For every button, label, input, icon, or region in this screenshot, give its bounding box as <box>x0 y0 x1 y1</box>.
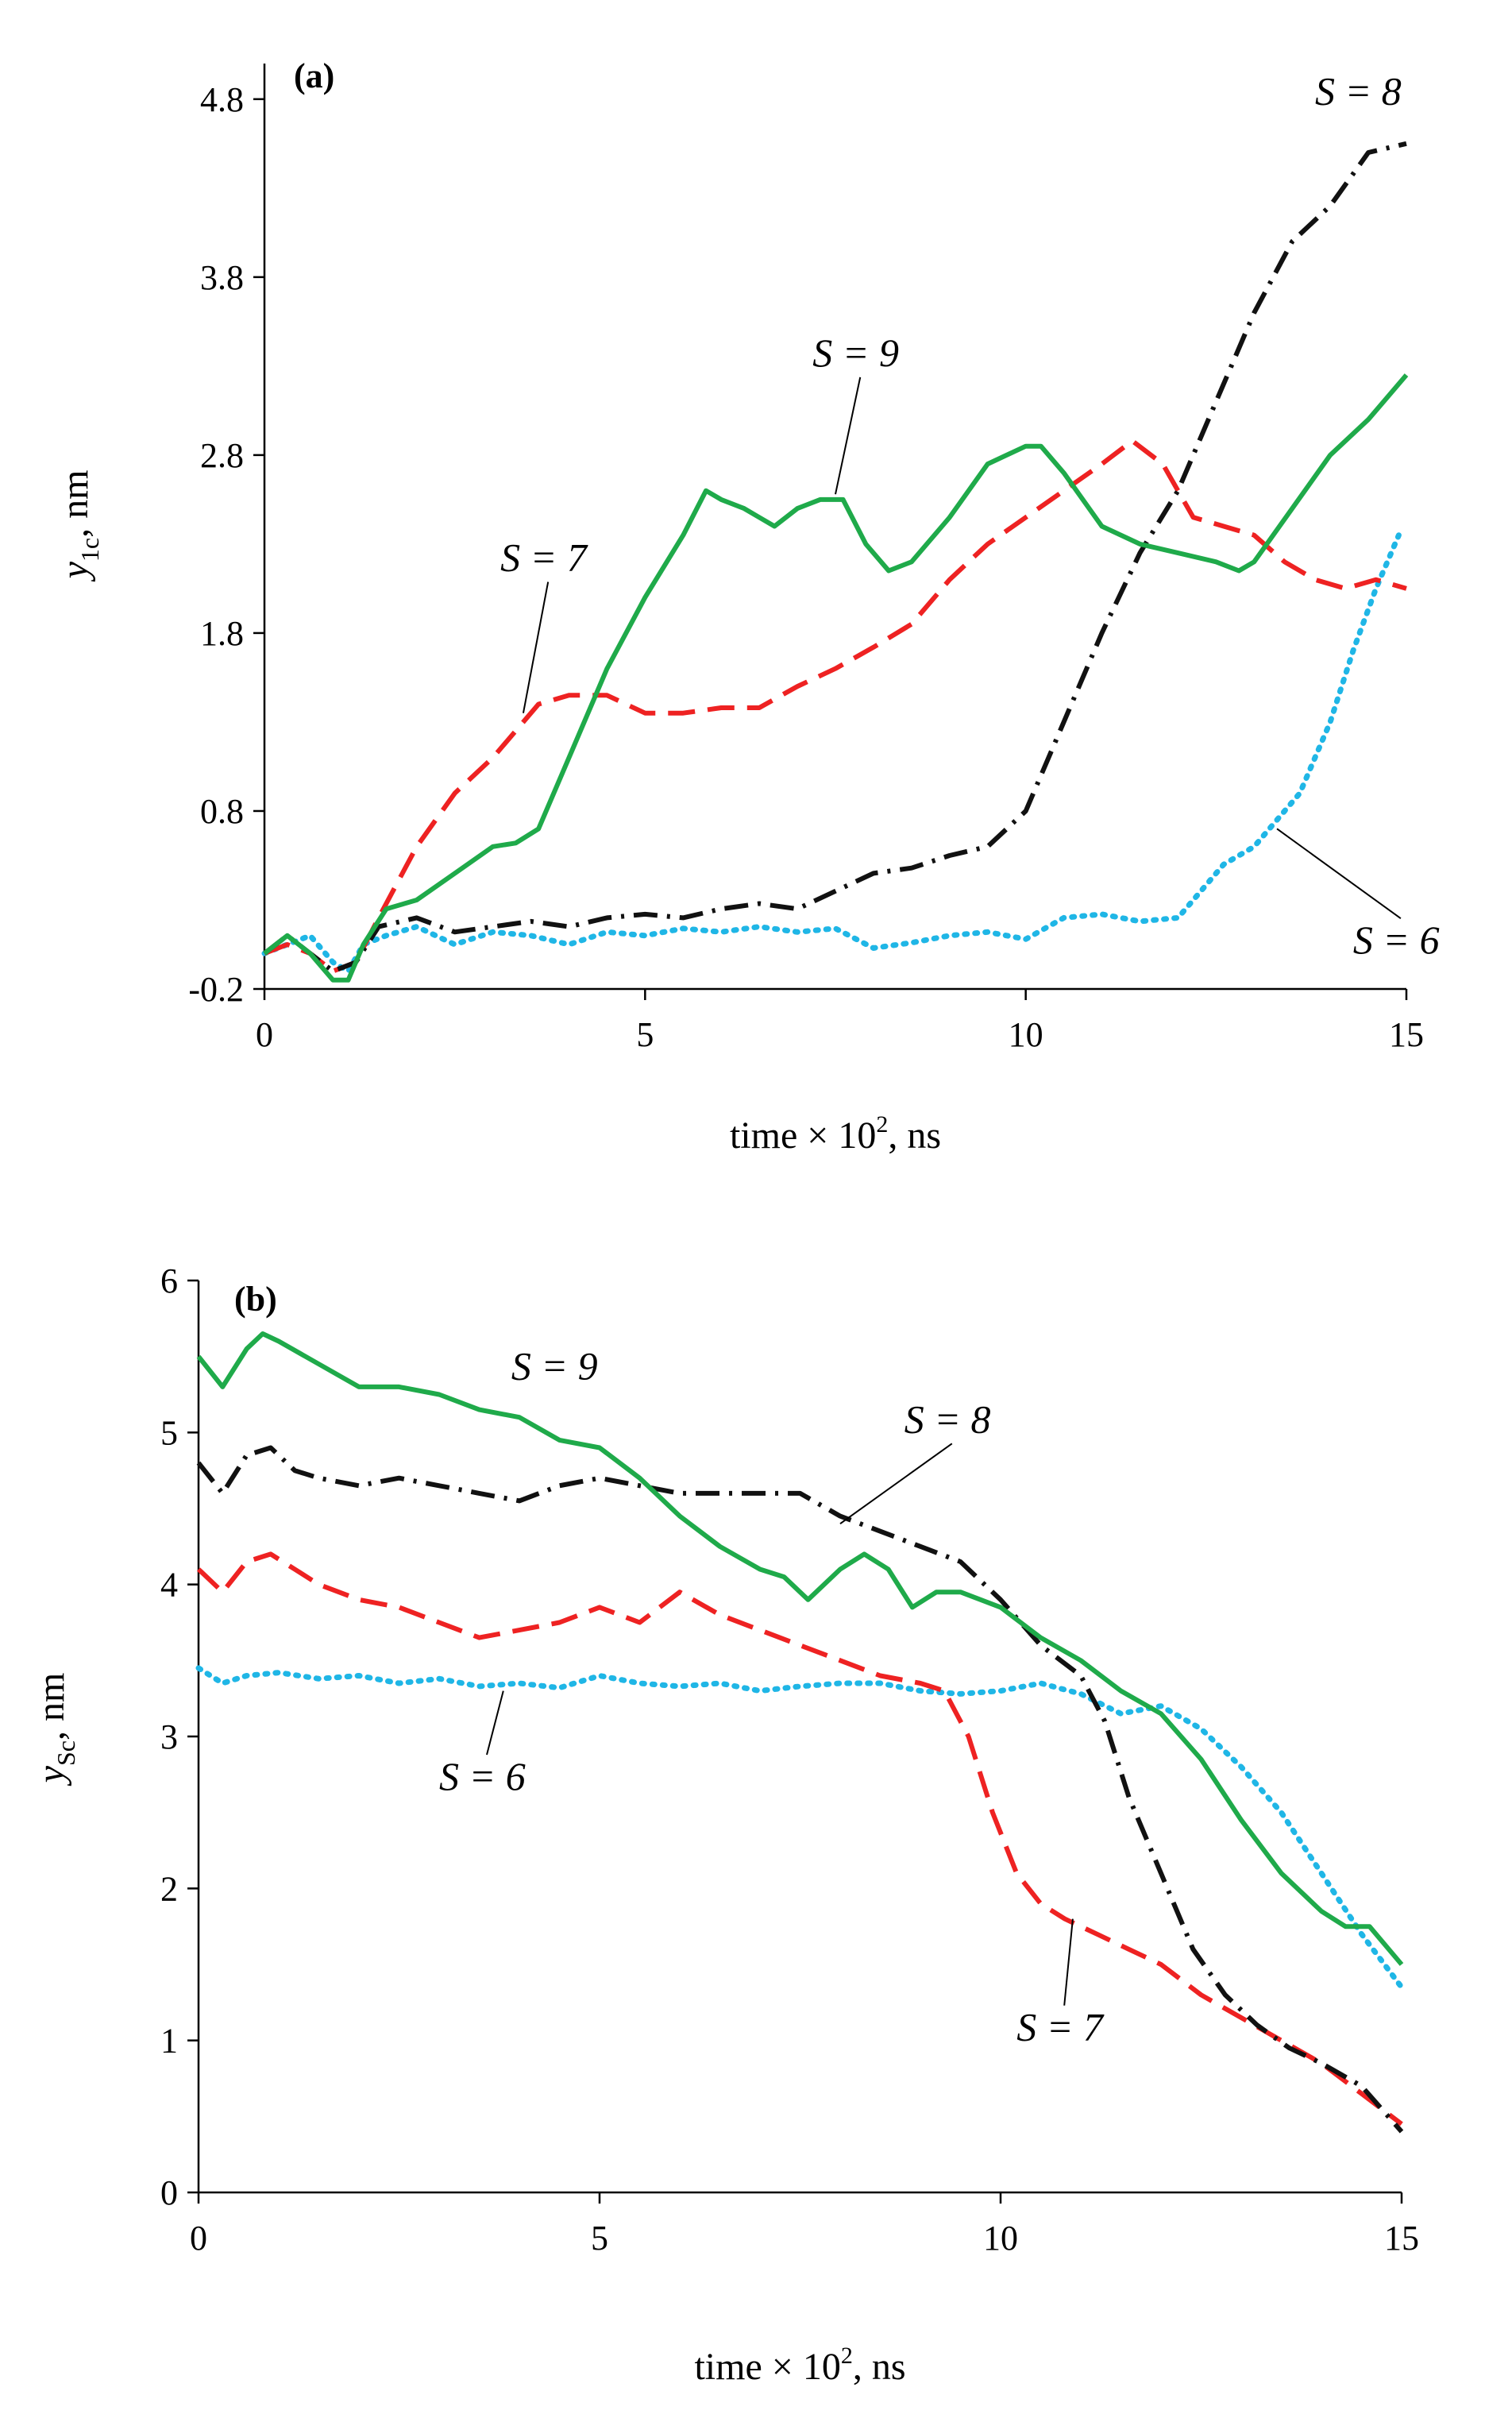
y-tick-label: 0 <box>160 2173 178 2212</box>
y-tick-label: 5 <box>160 1413 178 1452</box>
panel-label: (a) <box>294 56 334 95</box>
series-line-s-7 <box>263 438 1407 974</box>
annotation-s-7: S = 7 <box>500 535 588 580</box>
y-tick-label: 2 <box>160 1869 178 1908</box>
y-tick-label: 4 <box>160 1566 178 1605</box>
x-axis-title-sup: 2 <box>841 2343 853 2369</box>
y-tick-label: 6 <box>160 1261 178 1300</box>
x-axis-title: time × 102, ns <box>694 2343 905 2388</box>
y-axis-title-sub: Sc <box>52 1740 80 1766</box>
x-axis-title-main: time × 10 <box>694 2346 840 2388</box>
y-tick-label: 3 <box>160 1717 178 1756</box>
y-tick-label: -0.2 <box>188 970 244 1009</box>
annotation-leader-line <box>522 581 550 713</box>
series-line-s-6 <box>195 1665 1405 1991</box>
y-tick-label: 3.8 <box>200 258 244 297</box>
annotation-s-6: S = 6 <box>439 1754 526 1798</box>
x-tick-label: 15 <box>1384 2219 1419 2258</box>
x-axis-title-unit: , ns <box>888 1114 941 1157</box>
x-tick-label: 0 <box>256 1015 273 1054</box>
y-tick-label: 2.8 <box>200 436 244 475</box>
annotation-s-9: S = 9 <box>511 1343 598 1388</box>
x-tick-label: 5 <box>636 1015 654 1054</box>
y-axis-title-unit: , nm <box>54 470 96 538</box>
y-axis-title: y1c, nm <box>54 470 104 583</box>
series-line-s-7 <box>196 1551 1403 2126</box>
x-axis-title-sup: 2 <box>876 1111 888 1138</box>
y-tick-label: 4.8 <box>200 80 244 119</box>
x-axis-title-unit: , ns <box>853 2346 906 2388</box>
annotation-s-9: S = 9 <box>812 330 899 375</box>
y-axis-title-var: y <box>30 1765 72 1787</box>
y-axis-title-unit: , nm <box>30 1673 72 1740</box>
series-line-s-8 <box>263 141 1407 974</box>
x-tick-label: 5 <box>591 2219 608 2258</box>
y-tick-label: 1 <box>160 2022 178 2061</box>
x-axis-title: time × 102, ns <box>730 1111 941 1157</box>
annotation-s-8: S = 8 <box>1315 69 1402 114</box>
x-axis-title-main: time × 10 <box>730 1114 876 1157</box>
y-axis-title: ySc, nm <box>30 1673 80 1787</box>
series-line-s-9 <box>263 373 1409 983</box>
annotation-leader-line <box>1276 828 1402 920</box>
x-tick-label: 15 <box>1389 1015 1424 1054</box>
annotation-s-7: S = 7 <box>1016 2005 1105 2049</box>
y-tick-label: 1.8 <box>200 614 244 653</box>
y-axis-title-sub: 1c <box>75 538 104 562</box>
x-tick-label: 10 <box>983 2219 1018 2258</box>
y-tick-label: 0.8 <box>200 792 244 831</box>
annotation-leader-line <box>1063 1918 1074 2006</box>
annotation-leader-line <box>486 1690 504 1756</box>
y-axis-title-var: y <box>54 561 96 582</box>
annotation-leader-line <box>835 377 862 495</box>
x-tick-label: 0 <box>190 2219 207 2258</box>
series-line-s-8 <box>196 1445 1404 2134</box>
series-line-s-6 <box>261 532 1402 975</box>
x-tick-label: 10 <box>1009 1015 1043 1054</box>
annotation-s-8: S = 8 <box>904 1396 991 1441</box>
panel-label: (b) <box>234 1280 277 1319</box>
annotation-leader-line <box>839 1443 953 1524</box>
series-line-s-9 <box>196 1331 1404 1966</box>
annotation-s-6: S = 6 <box>1353 917 1440 962</box>
panel-a: 0 5 10 15 -0.2 0.8 1.8 2.8 3.8 4.8 time × 102, ns y… <box>54 56 1440 1157</box>
